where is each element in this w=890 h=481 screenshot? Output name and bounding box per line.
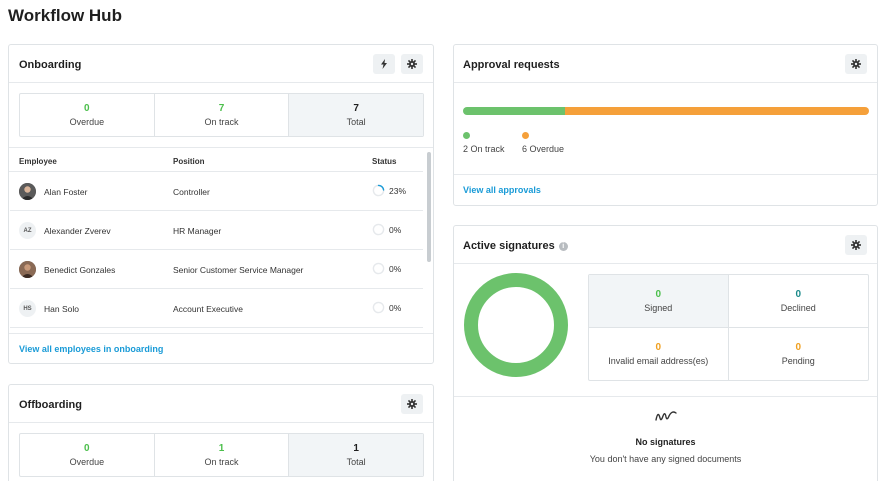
stat-label: On track (204, 117, 239, 127)
onboarding-card: Onboarding 0 Overdue 7 On track 7 Total … (8, 44, 434, 364)
offboarding-stat-overdue[interactable]: 0 Overdue (20, 434, 155, 476)
offboarding-title: Offboarding (19, 399, 82, 411)
stat-value: 1 (218, 443, 225, 454)
offboarding-stat-total[interactable]: 1 Total (289, 434, 424, 476)
offboarding-settings-button[interactable] (401, 394, 423, 414)
progress-ring-icon (372, 301, 385, 314)
approvals-card: Approval requests 2 On track 6 Overdue V… (453, 44, 878, 206)
employee-name: Alan Foster (44, 186, 88, 197)
stat-value: 7 (353, 103, 359, 114)
signatures-stat-pending[interactable]: 0 Pending (729, 328, 869, 381)
stat-value: 0 (795, 341, 802, 353)
onboarding-settings-button[interactable] (401, 54, 423, 74)
view-all-onboarding-link[interactable]: View all employees in onboarding (19, 344, 164, 354)
onboarding-stat-on-track[interactable]: 7 On track (155, 94, 290, 136)
onboarding-stats: 0 Overdue 7 On track 7 Total (19, 93, 424, 137)
stat-label: Overdue (69, 117, 105, 127)
progress-label: 0% (389, 224, 402, 235)
signatures-stat-signed[interactable]: 0 Signed (589, 275, 729, 328)
table-row[interactable]: AZ Alexander Zverev HR Manager 0% (10, 211, 423, 250)
stat-value: 7 (218, 103, 225, 114)
signature-icon (655, 411, 677, 421)
gear-icon (407, 399, 417, 409)
stat-label: Declined (780, 302, 816, 313)
onboarding-lightning-button[interactable] (373, 54, 395, 74)
signatures-stat-declined[interactable]: 0 Declined (728, 275, 868, 328)
employee-position: Senior Customer Service Manager (173, 265, 304, 275)
signatures-title-text: Active signatures (463, 240, 555, 252)
table-row[interactable]: Benedict Gonzales Senior Customer Servic… (10, 250, 423, 289)
progress-ring-icon (372, 262, 385, 275)
avatar (19, 261, 36, 278)
offboarding-stat-on-track[interactable]: 1 On track (155, 434, 290, 476)
stat-value: 0 (795, 288, 802, 300)
gear-icon (407, 59, 417, 69)
view-all-approvals-link[interactable]: View all approvals (463, 185, 541, 195)
approvals-on-track-segment (463, 107, 565, 115)
stat-value: 1 (353, 443, 359, 454)
employee-position: Account Executive (173, 304, 243, 314)
signatures-stat-invalid-email[interactable]: 0 Invalid email address(es) (589, 327, 729, 380)
approvals-settings-button[interactable] (845, 54, 867, 74)
progress-label: 23% (389, 185, 407, 196)
gear-icon (851, 240, 861, 250)
column-header-employee: Employee (19, 157, 57, 166)
stat-label: Pending (781, 355, 815, 366)
stat-value: 0 (84, 443, 90, 454)
stat-label: On track (204, 457, 239, 467)
stat-value: 0 (655, 288, 662, 300)
avatar (19, 183, 36, 200)
stat-label: Total (346, 457, 366, 467)
stat-label: Invalid email address(es) (608, 355, 709, 366)
employee-name: Alexander Zverev (44, 225, 111, 236)
progress-ring-icon (372, 184, 385, 197)
signatures-stats: 0 Signed 0 Declined 0 Invalid email addr… (588, 274, 869, 381)
offboarding-card: Offboarding 0 Overdue 1 On track 1 Total (8, 384, 434, 481)
progress-label: 0% (389, 263, 402, 274)
approvals-progress-bar (463, 107, 869, 115)
stat-value: 0 (655, 341, 662, 353)
signatures-settings-button[interactable] (845, 235, 867, 255)
signatures-card: Active signatures i 0 Signed 0 Declined 0… (453, 225, 878, 481)
progress-label: 0% (389, 302, 402, 313)
stat-label: Total (346, 117, 366, 127)
column-header-position: Position (173, 157, 205, 166)
column-header-status: Status (372, 157, 397, 166)
approvals-title: Approval requests (463, 59, 560, 71)
info-icon[interactable]: i (558, 241, 568, 251)
signatures-title: Active signatures i (463, 240, 568, 252)
employee-position: HR Manager (173, 226, 222, 236)
employee-name: Benedict Gonzales (44, 264, 116, 275)
avatar: AZ (19, 222, 36, 239)
employee-position: Controller (173, 187, 210, 197)
onboarding-title: Onboarding (19, 59, 82, 71)
employee-name: Han Solo (44, 303, 79, 314)
approvals-overdue-segment (564, 107, 869, 115)
stat-value: 0 (84, 103, 90, 114)
signatures-donut-chart (464, 273, 568, 377)
onboarding-stat-overdue[interactable]: 0 Overdue (20, 94, 155, 136)
on-track-legend-label: 2 On track (463, 144, 505, 154)
signatures-empty-title: No signatures (635, 437, 696, 447)
table-row[interactable]: Alan Foster Controller 23% (10, 172, 423, 211)
table-scrollbar[interactable] (427, 152, 431, 262)
page-title: Workflow Hub (8, 6, 122, 25)
gear-icon (851, 59, 861, 69)
overdue-legend-label: 6 Overdue (522, 144, 565, 154)
avatar: HS (19, 300, 36, 317)
table-row[interactable]: HS Han Solo Account Executive 0% (10, 289, 423, 328)
progress-ring-icon (372, 223, 385, 236)
onboarding-stat-total[interactable]: 7 Total (289, 94, 424, 136)
on-track-legend-dot (463, 132, 470, 139)
lightning-icon (381, 59, 387, 69)
offboarding-stats: 0 Overdue 1 On track 1 Total (19, 433, 424, 477)
stat-label: Overdue (69, 457, 105, 467)
signatures-empty-subtitle: You don't have any signed documents (589, 454, 742, 464)
stat-label: Signed (644, 302, 673, 313)
overdue-legend-dot (522, 132, 529, 139)
